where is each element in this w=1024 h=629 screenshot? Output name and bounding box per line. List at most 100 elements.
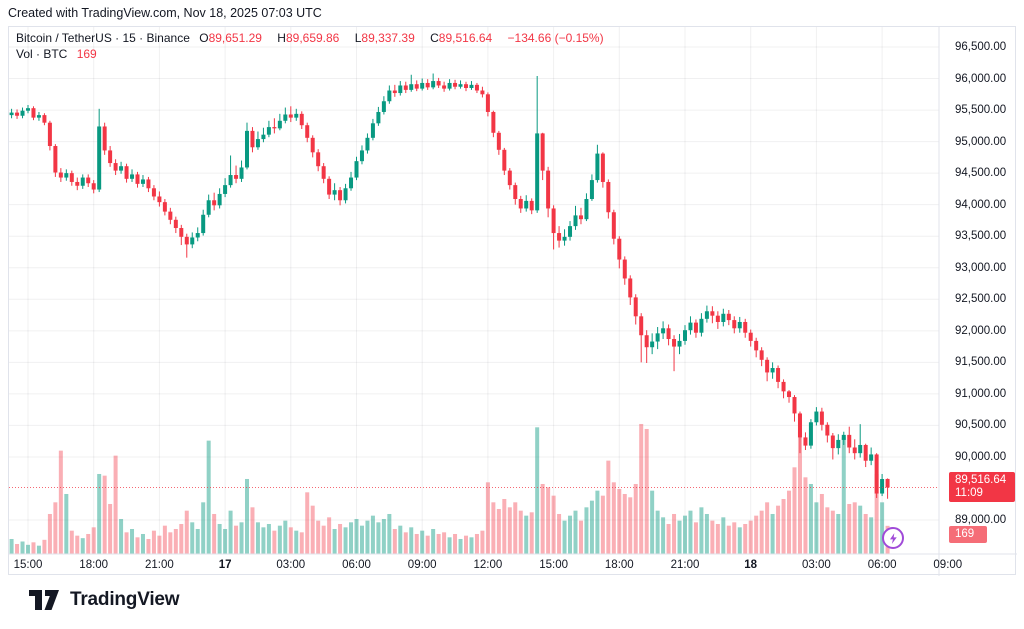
- volume-bar: [606, 460, 611, 554]
- candle: [447, 82, 452, 89]
- volume-bar: [255, 522, 260, 554]
- candle: [535, 133, 540, 211]
- candle: [365, 137, 370, 151]
- volume-bar: [480, 530, 485, 554]
- time-tick-label: 18:00: [79, 559, 109, 571]
- candle: [294, 113, 299, 118]
- price-tick-label: 93,000.00: [955, 261, 1007, 274]
- volume-bar: [272, 530, 277, 554]
- candle: [261, 134, 266, 140]
- tradingview-logo-icon: [29, 590, 59, 610]
- volume-bar: [414, 533, 419, 554]
- candlestick-chart[interactable]: [9, 27, 1017, 576]
- candle: [474, 84, 479, 91]
- time-tick-label: 06:00: [867, 559, 897, 571]
- volume-bar: [732, 522, 737, 554]
- candle: [288, 114, 293, 118]
- candle: [146, 179, 151, 189]
- price-tick-label: 93,500.00: [955, 230, 1007, 243]
- volume-bar: [562, 520, 567, 554]
- high-value: H89,659.86: [277, 31, 340, 45]
- footer-brand[interactable]: TradingView: [28, 589, 180, 611]
- volume-bar: [277, 525, 282, 554]
- volume-bar: [841, 437, 846, 554]
- volume-bar: [420, 530, 425, 554]
- candle: [557, 233, 562, 241]
- volume-bar: [212, 513, 217, 554]
- candle: [819, 411, 824, 425]
- volume-bar: [97, 473, 102, 554]
- last-price-value: 89,516.64: [955, 474, 1007, 487]
- volume-bar: [146, 538, 151, 554]
- candle: [86, 177, 91, 184]
- candle: [666, 328, 671, 340]
- volume-bar: [584, 507, 589, 554]
- volume-bar: [496, 508, 501, 554]
- volume-bar: [595, 490, 600, 554]
- volume-bar: [283, 520, 288, 554]
- candle: [622, 259, 627, 279]
- volume-bar: [464, 535, 468, 554]
- volume-bar: [600, 495, 605, 554]
- candle: [140, 179, 145, 184]
- volume-bar: [759, 510, 764, 554]
- candle: [310, 137, 315, 153]
- volume-bar: [108, 503, 113, 554]
- volume-bar: [42, 539, 47, 554]
- candle: [370, 123, 375, 138]
- volume-bar: [787, 490, 792, 554]
- volume-bar: [589, 500, 594, 554]
- volume-bar: [573, 510, 578, 554]
- time-tick-label: 18: [744, 559, 758, 571]
- volume-bar: [179, 523, 184, 554]
- candle: [754, 340, 759, 351]
- volume-bar: [748, 520, 753, 554]
- volume-bar: [376, 522, 381, 554]
- volume-bar: [644, 428, 649, 554]
- candle: [693, 322, 698, 333]
- candle: [464, 84, 468, 88]
- candle: [80, 177, 85, 186]
- volume-bar: [58, 450, 63, 554]
- candle: [272, 127, 277, 129]
- price-tick-label: 95,500.00: [955, 104, 1007, 117]
- volume-bar: [86, 533, 91, 554]
- candle: [841, 434, 846, 440]
- volume-bar: [75, 535, 80, 554]
- volume-bar: [261, 527, 266, 554]
- volume-bar: [677, 520, 682, 554]
- candle: [299, 113, 304, 126]
- candle: [102, 126, 107, 151]
- time-tick-label: 18:00: [604, 559, 634, 571]
- volume-bar: [370, 515, 375, 554]
- price-tick-label: 92,500.00: [955, 293, 1007, 306]
- candle: [20, 110, 25, 116]
- change-value: −134.66 (−0.15%): [507, 31, 604, 45]
- volume-bar: [754, 515, 759, 554]
- candle: [496, 132, 501, 150]
- candle: [743, 321, 748, 333]
- candle: [589, 180, 594, 199]
- candle: [442, 85, 447, 89]
- volume-bar: [26, 544, 30, 554]
- candle: [540, 133, 545, 171]
- brand-name: TradingView: [70, 589, 180, 610]
- candle: [781, 381, 786, 392]
- volume-bar: [683, 515, 687, 554]
- volume-bar: [223, 528, 228, 554]
- volume-bar: [819, 493, 824, 554]
- candle: [53, 146, 58, 173]
- volume-bar: [206, 440, 211, 554]
- volume-bar: [447, 537, 452, 554]
- flash-button[interactable]: [882, 527, 904, 549]
- volume-bar: [436, 533, 441, 554]
- volume-value: 169: [76, 47, 97, 61]
- candle: [814, 411, 819, 423]
- volume-bar: [726, 525, 731, 554]
- candle: [168, 211, 173, 220]
- candle: [661, 328, 666, 334]
- candle: [672, 339, 677, 347]
- volume-bar: [102, 475, 107, 554]
- candle: [151, 188, 156, 197]
- candle: [732, 320, 737, 329]
